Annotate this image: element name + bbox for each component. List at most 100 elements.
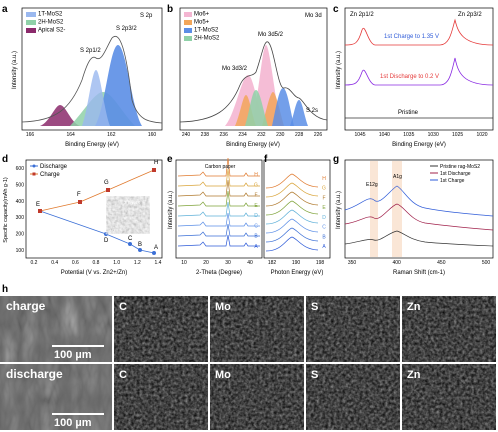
plot-shape xyxy=(344,185,494,217)
annotation: Carbon paper xyxy=(205,164,236,170)
element-label: Mo xyxy=(215,369,231,381)
plot-shape xyxy=(184,28,192,33)
x-tick-label: 20 xyxy=(203,260,209,266)
scale-text: 100 µm xyxy=(54,349,92,361)
plot-shape xyxy=(106,196,150,234)
legend-text: 2H-MoS2 xyxy=(194,36,220,42)
inset-text: 3 layers xyxy=(124,200,141,205)
group xyxy=(38,168,156,213)
x-label: Binding Energy (eV) xyxy=(226,142,280,148)
xrd-curve xyxy=(177,212,260,227)
panel-label: a xyxy=(2,4,8,15)
group xyxy=(265,173,319,252)
x-tick-label: 198 xyxy=(316,260,325,266)
legend-text: Discharge xyxy=(40,164,68,170)
element-label: Zn xyxy=(407,301,421,313)
map-texture xyxy=(114,296,208,362)
legend-text: Mo5+ xyxy=(194,20,210,26)
row-label: charge xyxy=(6,299,46,313)
element-label: Mo xyxy=(215,301,231,313)
point-label: G xyxy=(104,180,109,186)
x-tick-label: 182 xyxy=(268,260,277,266)
group: 350 400 450 500 xyxy=(348,260,491,266)
map-texture xyxy=(402,364,496,430)
plot-shape xyxy=(39,169,155,212)
curve-label: C xyxy=(254,223,258,229)
x-tick-label: 10 xyxy=(181,260,187,266)
element-label: C xyxy=(119,369,127,381)
x-tick-label: 166 xyxy=(26,132,35,138)
x-tick-label: 1040 xyxy=(379,132,390,138)
plot-frame xyxy=(25,159,163,259)
plot-shape xyxy=(32,164,36,168)
panel-label: h xyxy=(2,284,8,295)
y-tick-label: 500 xyxy=(16,182,25,188)
plot-shape xyxy=(152,251,156,255)
group: 240 238 236 234 232 230 228 226 xyxy=(182,132,323,138)
plot-shape xyxy=(152,168,156,172)
xas-curve xyxy=(265,173,319,189)
x-tick-label: 230 xyxy=(276,132,285,138)
plot-shape xyxy=(179,41,328,123)
x-label: Binding Energy (eV) xyxy=(65,142,119,148)
x-label: 2-Theta (Degree) xyxy=(196,270,242,276)
legend-text: 1T-MoS2 xyxy=(194,28,219,34)
y-label: Specific capacity(mAh g-1) xyxy=(3,177,9,243)
curve-label: F xyxy=(254,193,257,199)
y-label: Intensity (a.u.) xyxy=(12,51,18,89)
x-tick-label: 30 xyxy=(225,260,231,266)
plot-shape xyxy=(21,36,163,124)
plot-shape xyxy=(26,20,36,25)
plot-frame xyxy=(175,159,263,259)
xas-curve xyxy=(265,218,319,234)
plot-shape xyxy=(344,57,494,86)
x-tick-label: 240 xyxy=(182,132,191,138)
plot-frame xyxy=(344,159,494,259)
map-texture xyxy=(0,364,112,430)
x-tick-label: 228 xyxy=(295,132,304,138)
panel-label: b xyxy=(167,4,173,15)
group: 166 164 162 160 xyxy=(26,132,157,138)
x-tick-label: 1045 xyxy=(354,132,365,138)
point-label: C xyxy=(128,236,133,242)
x-tick-label: 0.4 xyxy=(51,260,58,266)
curve-label: E xyxy=(322,205,326,211)
point-label: D xyxy=(104,238,109,244)
peak-label: Mo 3d3/2 xyxy=(222,66,248,72)
curve-label: H xyxy=(322,176,326,182)
xrd-curve xyxy=(177,157,260,177)
plot-shape xyxy=(26,28,36,33)
curve-label: A xyxy=(254,244,258,250)
plot-shape xyxy=(82,70,110,126)
plot-shape xyxy=(184,20,192,25)
point-label: H xyxy=(154,160,158,166)
curve-label: F xyxy=(322,195,325,201)
plot-shape xyxy=(32,172,36,176)
peak-label: S 2p3/2 xyxy=(116,26,137,32)
x-tick-label: 0.2 xyxy=(31,260,38,266)
panel-label: g xyxy=(333,154,339,165)
peak-label: E12g xyxy=(366,182,378,188)
plot-shape xyxy=(344,203,494,231)
element-label: S xyxy=(311,301,318,313)
xrd-curve xyxy=(177,223,260,237)
x-tick-label: 236 xyxy=(220,132,229,138)
x-tick-label: 234 xyxy=(238,132,247,138)
x-tick-label: 1.4 xyxy=(155,260,162,266)
x-tick-label: 1020 xyxy=(476,132,487,138)
row-label: discharge xyxy=(6,367,63,381)
group: 1045 1040 1035 1030 1025 1020 xyxy=(354,132,487,138)
peak-label: A1g xyxy=(393,174,402,180)
y-tick-label: 100 xyxy=(16,248,25,254)
curve-label: H xyxy=(254,172,258,178)
x-tick-label: 450 xyxy=(437,260,446,266)
curve-label: 1st Charge to 1.35 V xyxy=(384,34,439,40)
xrd-curve xyxy=(177,190,260,207)
point-label: A xyxy=(154,245,158,251)
x-tick-label: 1035 xyxy=(403,132,414,138)
x-tick-label: 1.2 xyxy=(134,260,141,266)
curve-label: G xyxy=(254,182,258,188)
plot-shape xyxy=(344,230,494,247)
x-tick-label: 0.8 xyxy=(93,260,100,266)
plot-shape xyxy=(38,209,42,213)
